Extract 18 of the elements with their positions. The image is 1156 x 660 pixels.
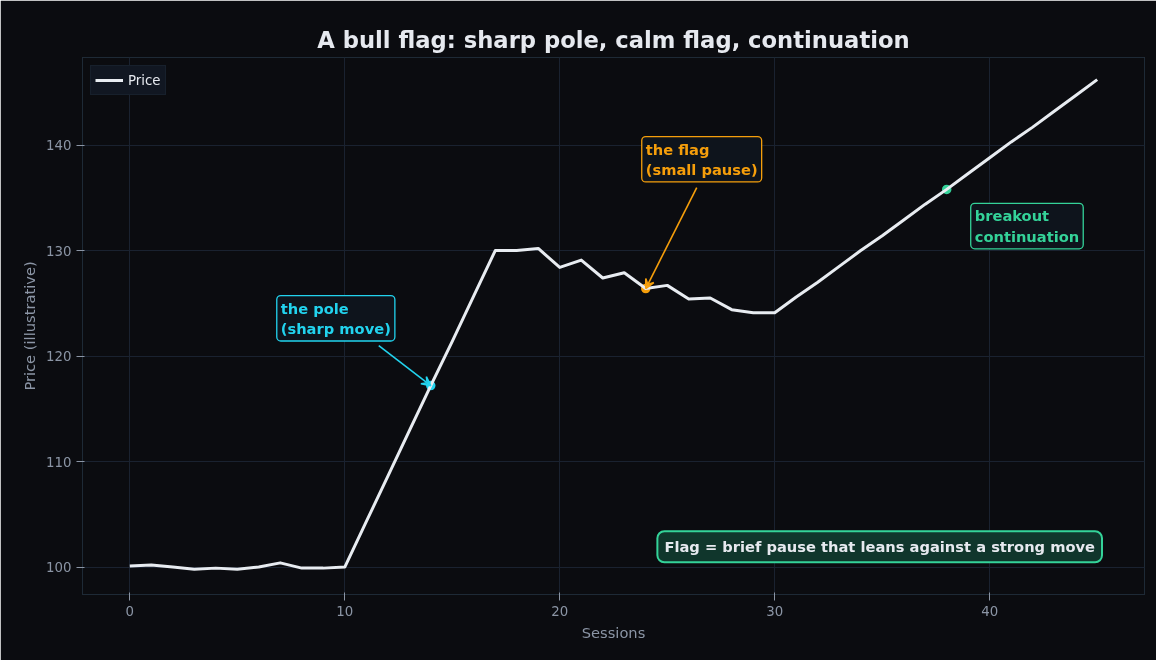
x-tick-label: 40 — [981, 603, 999, 619]
y-tick-label: 130 — [46, 243, 72, 259]
x-tick-label: 10 — [336, 603, 354, 619]
legend-label: Price — [128, 72, 161, 88]
annotation: Flag = brief pause that leans against a strong move — [664, 538, 1096, 556]
y-tick-label: 110 — [46, 454, 72, 470]
annotation: the pole (sharp move) — [280, 299, 391, 338]
x-tick-label: 30 — [766, 603, 784, 619]
y-tick-label: 140 — [46, 138, 72, 154]
y-tick-label: 100 — [46, 560, 72, 576]
x-axis-title: Sessions — [581, 623, 646, 641]
annotation: breakout continuation — [974, 207, 1080, 245]
chart-title: A bull flag: sharp pole, calm flag, continuation — [317, 26, 910, 53]
x-tick-label: 20 — [551, 603, 569, 619]
y-tick-label: 120 — [46, 349, 72, 365]
y-axis-title: Price (illustrative) — [21, 261, 39, 391]
annotation: the flag (small pause) — [645, 140, 758, 178]
x-tick-label: 0 — [125, 603, 135, 619]
